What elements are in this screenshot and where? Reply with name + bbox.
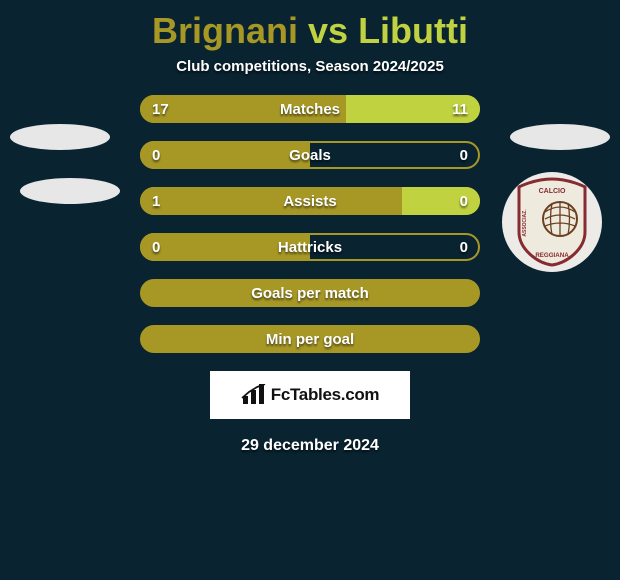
stat-value-right: 11 bbox=[452, 95, 468, 123]
stat-value-right: 0 bbox=[460, 141, 468, 169]
brand-box: FcTables.com bbox=[210, 371, 410, 419]
stat-row: Hattricks0 0 bbox=[140, 233, 480, 261]
avatar-placeholder-left-1 bbox=[10, 124, 110, 150]
season-subtitle: Club competitions, Season 2024/2025 bbox=[0, 58, 620, 95]
svg-text:REGGIANA: REGGIANA bbox=[535, 252, 569, 259]
comparison-title: Brignani vs Libutti bbox=[0, 0, 620, 58]
stats-container: Matches1711Goals00Assists10Hattricks00Go… bbox=[140, 95, 480, 353]
stat-label: Assists bbox=[140, 187, 480, 215]
avatar-placeholder-left-2 bbox=[20, 178, 120, 204]
stat-value-left: 17 bbox=[152, 95, 169, 123]
stat-full-bar: Goals per match bbox=[140, 279, 480, 307]
stat-value-left: 0 bbox=[152, 141, 160, 169]
svg-text:ASSOCIAZ.: ASSOCIAZ. bbox=[522, 209, 528, 237]
stat-value-right: 0 bbox=[460, 187, 468, 215]
stat-value-right: 0 bbox=[460, 233, 468, 261]
brand-text: FcTables.com bbox=[271, 385, 380, 405]
stat-row: Assists1 0 bbox=[140, 187, 480, 215]
stat-full-bar: Min per goal bbox=[140, 325, 480, 353]
stat-row: Goals0 0 bbox=[140, 141, 480, 169]
stat-label: Matches bbox=[140, 95, 480, 123]
svg-text:CALCIO: CALCIO bbox=[539, 188, 566, 195]
player-name-left: Brignani bbox=[152, 10, 298, 51]
club-crest-icon: CALCIO REGGIANA ASSOCIAZ. bbox=[515, 177, 589, 267]
stat-row: Matches17 11 bbox=[140, 95, 480, 123]
stat-value-left: 0 bbox=[152, 233, 160, 261]
vs-text: vs bbox=[308, 10, 348, 51]
brand-chart-icon bbox=[241, 384, 267, 406]
avatar-placeholder-right bbox=[510, 124, 610, 150]
date-text: 29 december 2024 bbox=[0, 437, 620, 455]
club-badge-reggiana: CALCIO REGGIANA ASSOCIAZ. bbox=[502, 172, 602, 272]
stat-value-left: 1 bbox=[152, 187, 160, 215]
stat-label: Goals bbox=[140, 141, 480, 169]
player-name-right: Libutti bbox=[358, 10, 468, 51]
stat-label: Hattricks bbox=[140, 233, 480, 261]
